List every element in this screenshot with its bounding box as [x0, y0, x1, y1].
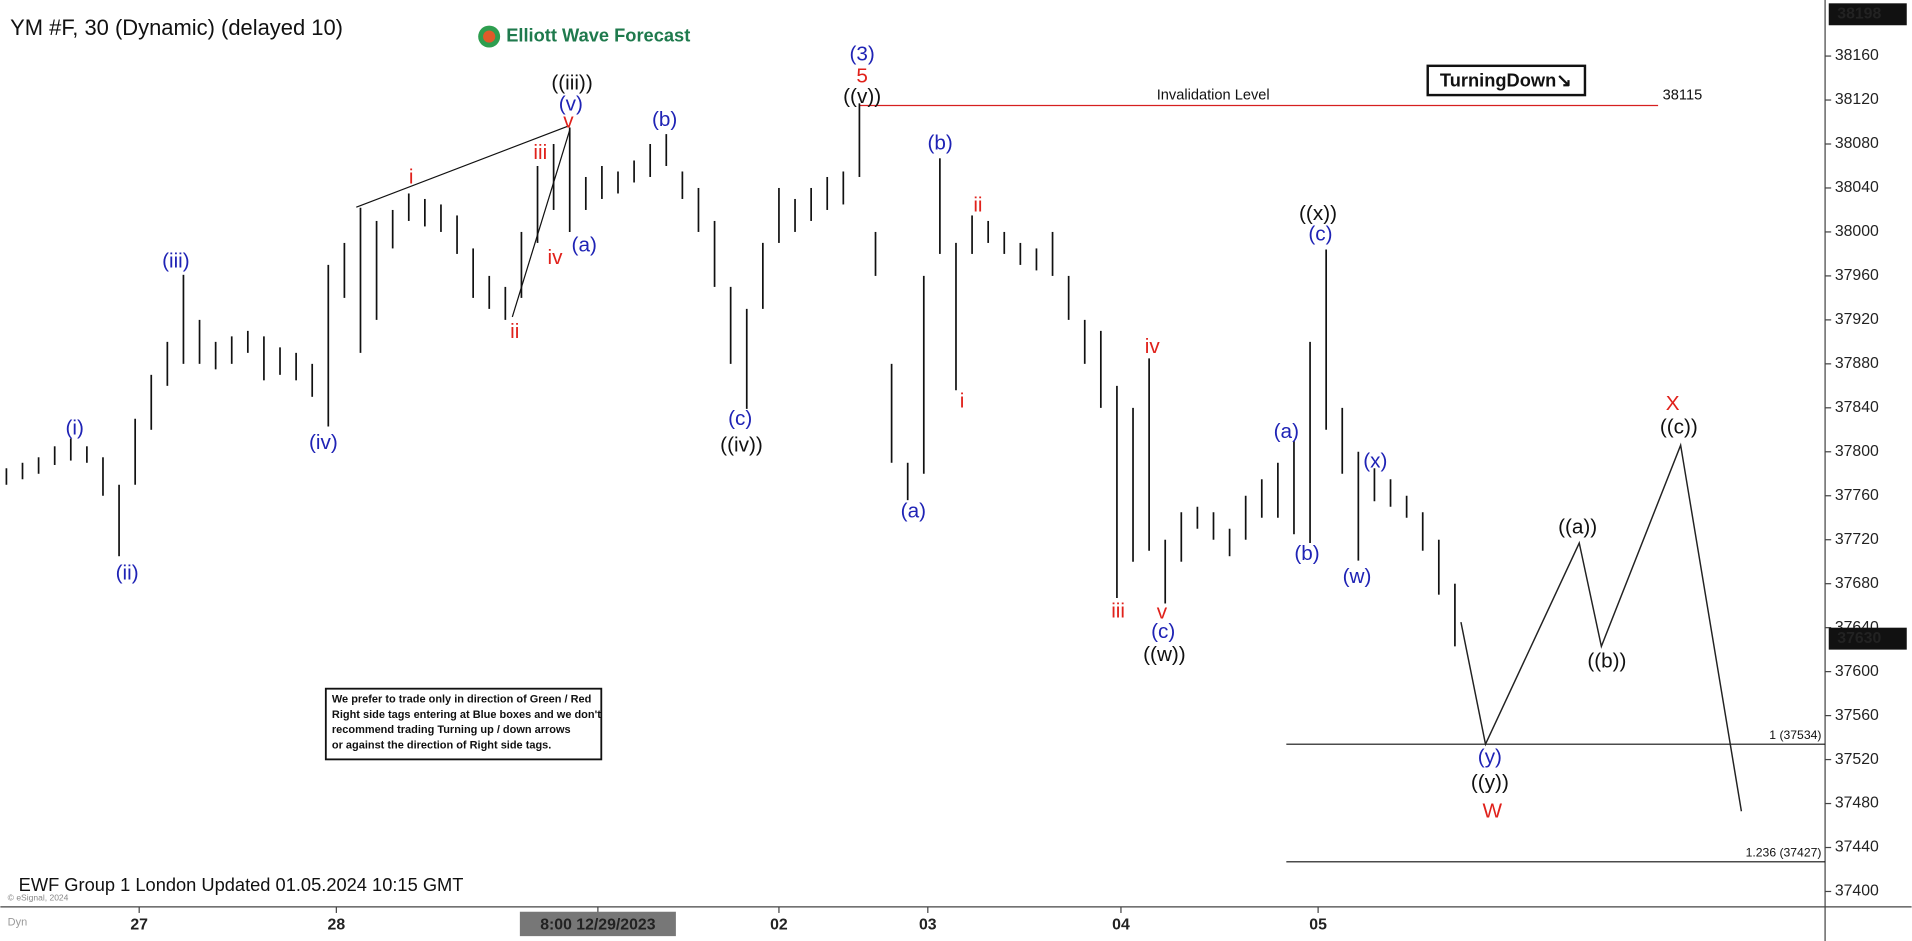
logo: Elliott Wave Forecast [478, 24, 690, 48]
corner-label: Dyn [8, 917, 28, 929]
x-tick-highlight [519, 911, 676, 937]
x-tick-label: 05 [1309, 916, 1327, 933]
wave-label: ((x)) [1299, 202, 1337, 225]
footer: EWF Group 1 London Updated 01.05.2024 10… [19, 874, 464, 895]
y-tick-label: 37680 [1835, 575, 1879, 592]
wave-label: (v) [559, 92, 583, 115]
trend-line [356, 124, 570, 208]
x-tick-label: 27 [130, 916, 148, 933]
wave-label: (y) [1478, 746, 1502, 769]
wave-label: 5 [856, 64, 868, 87]
price-tag-box [1828, 627, 1907, 650]
wave-label: (ii) [116, 562, 139, 585]
y-tick-label: 38160 [1835, 47, 1879, 64]
wave-label: (3) [849, 42, 874, 65]
wave-label: ((iii)) [551, 72, 592, 95]
y-tick-label: 37400 [1835, 883, 1879, 900]
wave-label: (c) [728, 407, 752, 430]
invalidation-label: Invalidation Level [1157, 88, 1270, 104]
y-tick-label: 37520 [1835, 751, 1879, 768]
price-tag: 37630 [1837, 630, 1881, 647]
wave-label: iii [533, 141, 547, 164]
y-tick-label: 37760 [1835, 487, 1879, 504]
y-tick-label: 37480 [1835, 795, 1879, 812]
y-tick-label: 38000 [1835, 223, 1879, 240]
y-tick-label: 37960 [1835, 267, 1879, 284]
wave-label: X [1666, 392, 1680, 415]
copyright: © eSignal, 2024 [8, 893, 69, 903]
note-line: We prefer to trade only in direction of … [332, 694, 591, 706]
wave-label: ((w)) [1143, 643, 1186, 666]
wave-label: ((y)) [1471, 771, 1509, 794]
y-tick-label: 38120 [1835, 91, 1879, 108]
x-tick-label: 03 [919, 916, 937, 933]
wave-label: iii [1111, 599, 1125, 622]
y-tick-label: 37440 [1835, 839, 1879, 856]
wave-label: (i) [66, 417, 84, 440]
wave-label: iv [1145, 335, 1161, 358]
x-tick-label: 04 [1112, 916, 1130, 933]
note-box [324, 687, 603, 761]
tag-text: TurningDown↘ [1440, 69, 1572, 90]
price-tag-box [1828, 3, 1907, 26]
y-tick-label: 38040 [1835, 179, 1879, 196]
wave-label: (c) [1151, 620, 1175, 643]
note-line: recommend trading Turning up / down arro… [332, 724, 571, 736]
wave-label: (a) [572, 234, 597, 257]
note-line: Right side tags entering at Blue boxes a… [332, 709, 601, 721]
wave-label: (b) [927, 131, 952, 154]
wave-label: W [1483, 799, 1503, 822]
y-tick-label: 37880 [1835, 355, 1879, 372]
y-tick-label: 37560 [1835, 707, 1879, 724]
wave-label: ((a)) [1558, 515, 1597, 538]
wave-label: ((b)) [1587, 649, 1626, 672]
y-tick-label: 37720 [1835, 531, 1879, 548]
x-tick-label: 8:00 12/29/2023 [540, 916, 655, 933]
wave-label: iv [547, 246, 563, 269]
x-tick-label: 28 [328, 916, 346, 933]
fib-label: 1.236 (37427) [1746, 845, 1822, 859]
y-tick-label: 38080 [1835, 135, 1879, 152]
wave-label: (a) [1274, 420, 1299, 443]
invalidation-value: 38115 [1663, 88, 1703, 104]
logo-text: Elliott Wave Forecast [506, 24, 690, 45]
y-tick-label: 37800 [1835, 443, 1879, 460]
chart-title: YM #F, 30 (Dynamic) (delayed 10) [10, 15, 343, 40]
y-tick-label: 37920 [1835, 311, 1879, 328]
price-tag: 38198 [1837, 5, 1881, 22]
fib-label: 1 (37534) [1769, 728, 1821, 742]
projection-path [1460, 442, 1743, 812]
wave-label: ii [973, 193, 982, 216]
wave-label: (b) [652, 108, 677, 131]
wave-label: v [563, 109, 574, 132]
wave-label: (b) [1294, 542, 1319, 565]
y-tick-label: 37840 [1835, 399, 1879, 416]
x-tick-label: 02 [770, 916, 788, 933]
wave-label: i [409, 165, 414, 188]
wave-label: v [1157, 601, 1168, 624]
wave-label: (iv) [309, 431, 338, 454]
logo-icon-inner [483, 30, 496, 43]
wave-label: (iii) [162, 250, 190, 273]
note-line: or against the direction of Right side t… [332, 739, 551, 751]
wave-label: ((iv)) [720, 434, 763, 457]
wave-label: ((v)) [843, 85, 881, 108]
wave-label: (c) [1308, 223, 1332, 246]
wave-label: ((c)) [1660, 415, 1698, 438]
wave-label: ii [510, 320, 519, 343]
y-tick-label: 37600 [1835, 663, 1879, 680]
wave-label: (a) [901, 499, 926, 522]
wave-label: (x) [1363, 449, 1387, 472]
wave-label: (w) [1343, 565, 1372, 588]
tag-box [1426, 64, 1587, 97]
wave-label: i [960, 390, 965, 413]
